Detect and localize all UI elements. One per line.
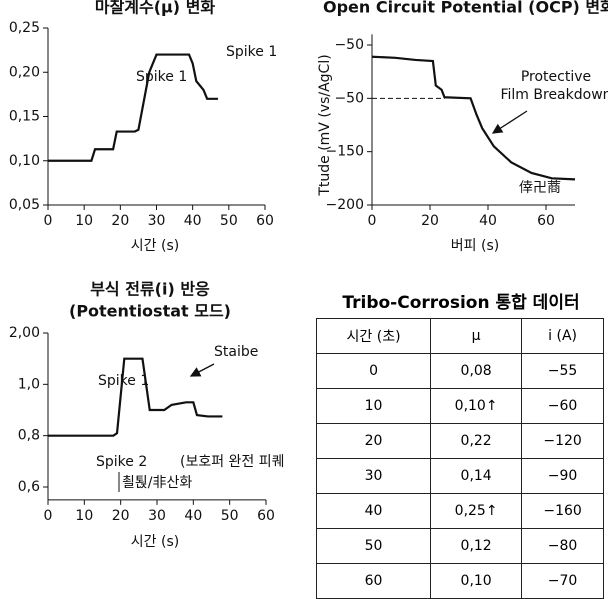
row: 10 0,10↑ −60 [315, 388, 604, 424]
cell: 0,10↑ [430, 388, 523, 424]
table-title: Tribo-Corrosion 통합 데이터 [342, 293, 580, 313]
x-tick-label: 20 [421, 213, 439, 229]
y-tick-label: 0,10 [9, 153, 40, 169]
row: 40 0,25↑ −160 [315, 493, 604, 529]
cell: −120 [521, 423, 604, 459]
data-table: 시간 (초) μ i (A) 0 0,08 −55 10 0,10↑ −60 20 0,22 −120… [315, 318, 604, 599]
y-tick-label: 0,25 [9, 20, 40, 36]
annotation: Spike 1 [136, 69, 187, 85]
y-tick-label: 0,6 [18, 479, 40, 495]
cell: −55 [521, 353, 604, 389]
x-tick-label: 20 [112, 508, 130, 524]
x-tick-label: 0 [44, 213, 53, 229]
x-tick-label: 40 [184, 213, 202, 229]
cell: 50 [315, 528, 432, 564]
cell: 60 [315, 563, 432, 599]
cell: 0,14 [430, 458, 523, 494]
cell: 시간 (초) [315, 318, 432, 354]
x-tick-label: 60 [256, 213, 274, 229]
y-tick-label: −50 [334, 90, 364, 106]
data-line [48, 53, 218, 162]
x-tick-label: 20 [111, 213, 129, 229]
page: 0,05 0,10 0,15 0,20 0,25 0 10 20 30 40 50 60 마찰계수(μ)… [8, 0, 608, 599]
chart-subtitle: (Potentiostat 모드) [69, 302, 231, 321]
x-tick-label: 60 [257, 508, 275, 524]
row: 60 0,10 −70 [315, 563, 604, 599]
annotation: 쵤퇹/非산화 [122, 475, 192, 491]
x-tick-label: 0 [44, 508, 53, 524]
y-axis-label: Ttude (mV (vs/AgCl) [317, 54, 333, 196]
x-tick-label: 50 [221, 508, 239, 524]
x-axis-label: 시간 (s) [131, 238, 179, 254]
x-axis-label: 버피 (s) [451, 238, 499, 254]
cell: 0,25↑ [430, 493, 523, 529]
chart-title: Open Circuit Potential (OCP) 변화 [323, 0, 608, 17]
annotation: Spike 1 [98, 373, 149, 389]
row: 20 0,22 −120 [315, 423, 604, 459]
x-tick-label: 40 [184, 508, 202, 524]
cell: −80 [521, 528, 604, 564]
annotation: Protective [521, 69, 591, 85]
x-tick-label: 50 [220, 213, 238, 229]
y-tick-label: −150 [326, 144, 364, 160]
cell: i (A) [521, 318, 604, 354]
x-tick-label: 30 [148, 213, 166, 229]
y-tick-label: 0,20 [9, 64, 40, 80]
annotation: Staibe [214, 344, 258, 360]
x-tick-label: 30 [148, 508, 166, 524]
cell: −70 [521, 563, 604, 599]
x-tick-label: 10 [75, 508, 93, 524]
y-tick-label: 0,15 [9, 109, 40, 125]
row: 0 0,08 −55 [315, 353, 604, 389]
data-line [48, 357, 223, 437]
chart-title: 마찰계수(μ) 변화 [95, 0, 216, 17]
cell: 30 [315, 458, 432, 494]
annotation: Film Breakdown [500, 87, 608, 103]
annotation: Spike 1 [226, 44, 277, 60]
x-tick-label: 40 [479, 213, 497, 229]
cell: 0,12 [430, 528, 523, 564]
annotation: (보호퍼 완전 피퀘 [180, 454, 285, 470]
row: 30 0,14 −90 [315, 458, 604, 494]
x-tick-label: 60 [537, 213, 555, 229]
x-tick-label: 10 [75, 213, 93, 229]
charts: 0,050,100,150,200,250 10 20 30 40 50 60마찰계수(μ)… [9, 0, 608, 550]
y-tick-label: 0,05 [9, 197, 40, 213]
cell: 10 [315, 388, 432, 424]
annotation: 倖卍蔏 [519, 180, 561, 196]
x-axis-label: 시간 (s) [131, 534, 179, 550]
row: 50 0,12 −80 [315, 528, 604, 564]
x-tick-label: 0 [368, 213, 377, 229]
y-tick-label: 2,00 [9, 325, 40, 341]
data-line [371, 55, 576, 181]
y-tick-label: −200 [326, 197, 364, 213]
annotation: Spike 2 [96, 454, 147, 470]
cell: 0 [315, 353, 432, 389]
cell: 0,10 [430, 563, 523, 599]
arrow [189, 363, 215, 377]
y-tick-label: 0,8 [18, 428, 40, 444]
arrow [491, 110, 528, 134]
cell: −90 [521, 458, 604, 494]
y-tick-label: −50 [334, 37, 364, 53]
cell: μ [430, 318, 523, 354]
cell: 0,08 [430, 353, 523, 389]
header-row: 시간 (초) μ i (A) [315, 318, 604, 354]
chart-title: 부식 전류(i) 반응 [90, 280, 210, 299]
cell: −60 [521, 388, 604, 424]
cell: −160 [521, 493, 604, 529]
cell: 40 [315, 493, 432, 529]
cell: 0,22 [430, 423, 523, 459]
y-tick-label: 1,0 [18, 376, 40, 392]
cell: 20 [315, 423, 432, 459]
